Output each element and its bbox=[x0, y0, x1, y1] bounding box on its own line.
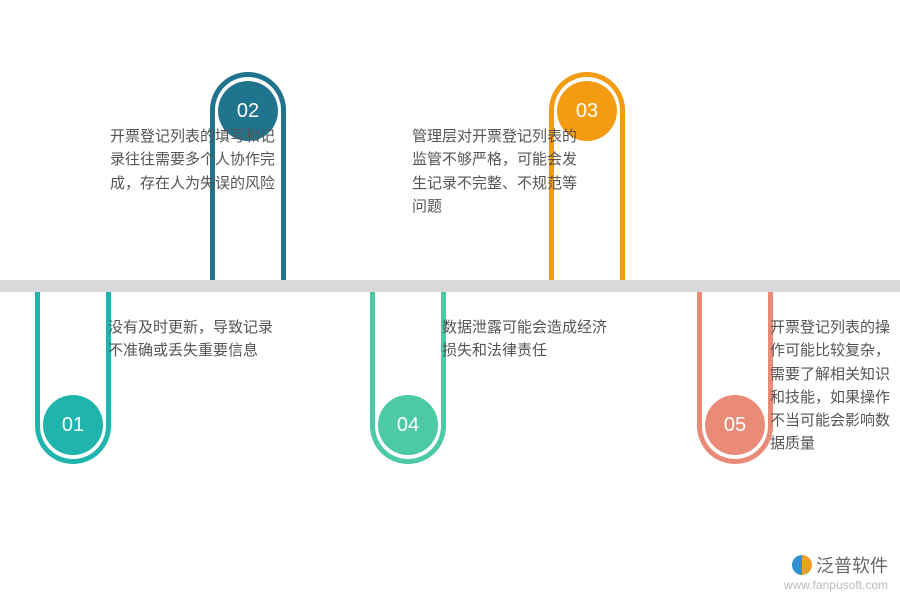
item-description: 开票登记列表的操作可能比较复杂，需要了解相关知识和技能，如果操作不当可能会影响数… bbox=[770, 316, 900, 456]
watermark-url: www.fanpusoft.com bbox=[784, 578, 888, 592]
watermark-brand: 泛普软件 bbox=[784, 552, 888, 578]
item-description: 管理层对开票登记列表的监管不够严格，可能会发生记录不完整、不规范等问题 bbox=[412, 125, 582, 218]
pill-shape: 01 bbox=[35, 292, 111, 464]
pill-shape: 05 bbox=[697, 292, 773, 464]
number-badge: 05 bbox=[705, 395, 765, 455]
timeline-bar bbox=[0, 280, 900, 292]
pill-shape: 04 bbox=[370, 292, 446, 464]
item-description: 开票登记列表的填写和记录往往需要多个人协作完成，存在人为失误的风险 bbox=[110, 125, 280, 195]
logo-icon bbox=[792, 555, 812, 575]
number-badge: 01 bbox=[43, 395, 103, 455]
watermark: 泛普软件 www.fanpusoft.com bbox=[784, 552, 888, 592]
item-description: 数据泄露可能会造成经济损失和法律责任 bbox=[442, 316, 612, 363]
brand-text: 泛普软件 bbox=[816, 552, 888, 578]
number-badge: 04 bbox=[378, 395, 438, 455]
item-description: 没有及时更新，导致记录不准确或丢失重要信息 bbox=[108, 316, 278, 363]
